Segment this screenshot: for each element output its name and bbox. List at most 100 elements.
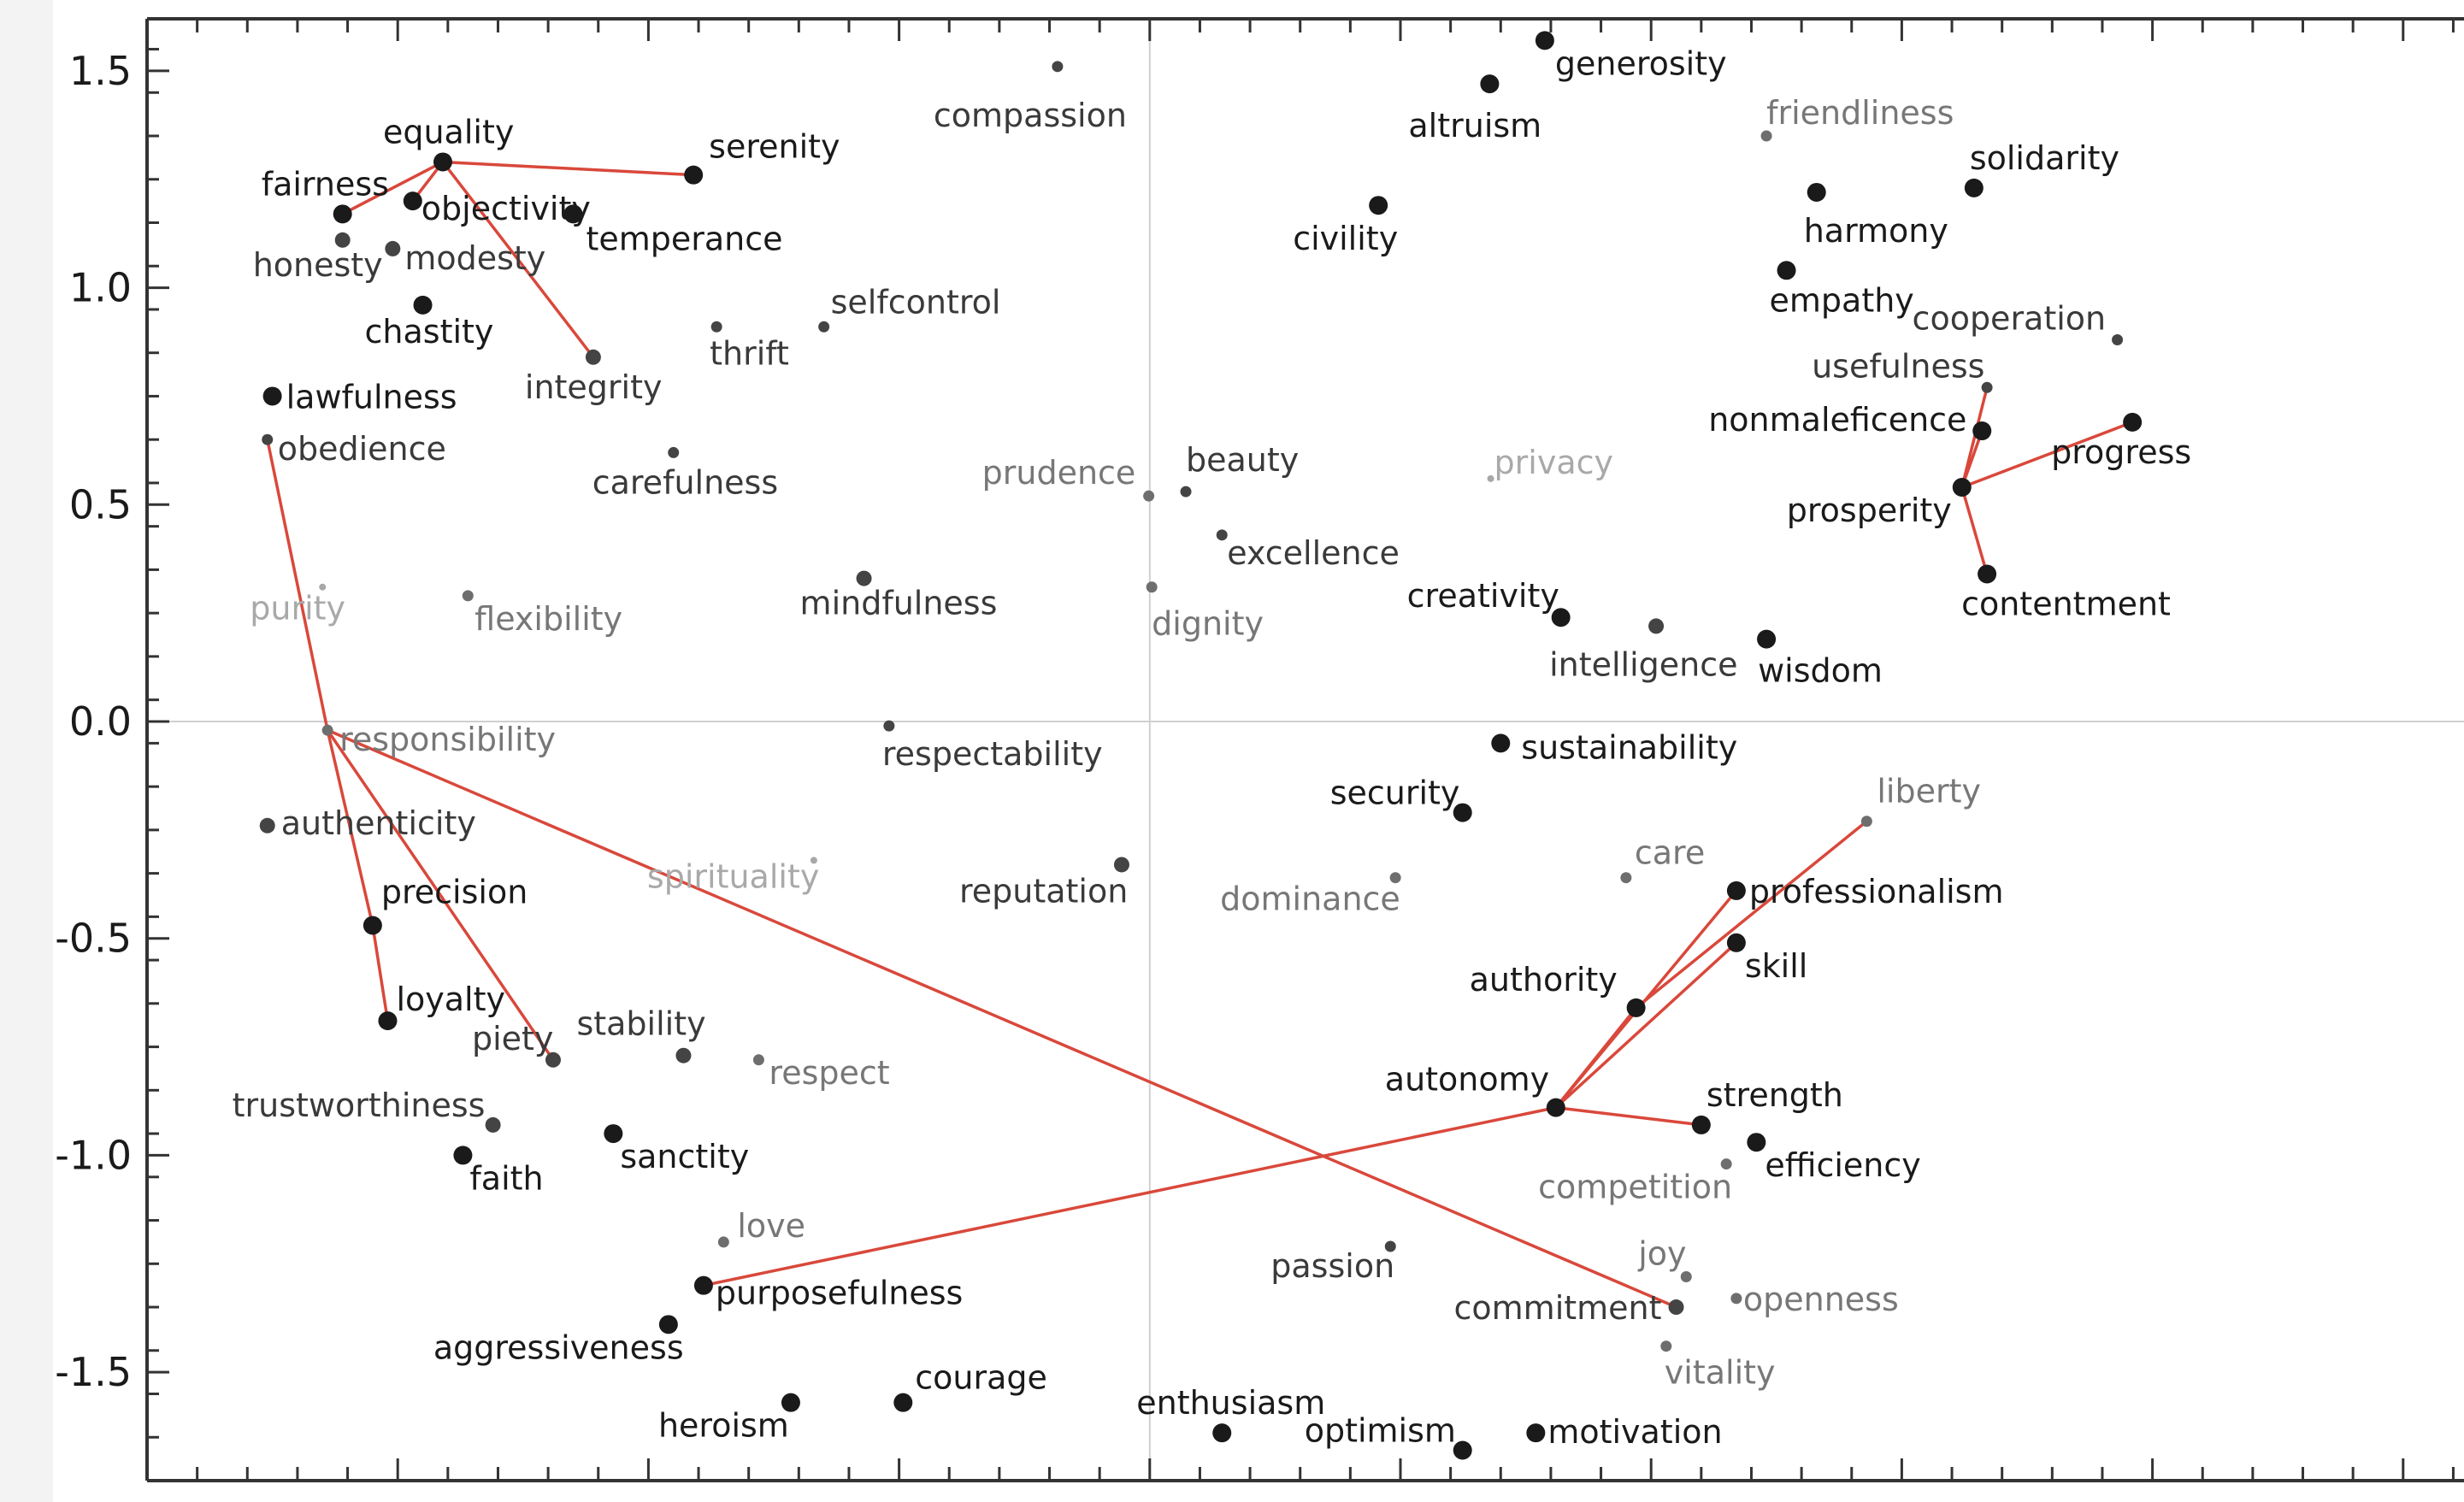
point-label-spirituality: spirituality <box>647 857 819 895</box>
data-point-stability <box>675 1047 692 1063</box>
data-point-temperance <box>563 204 583 224</box>
data-point-heroism <box>781 1393 800 1412</box>
data-point-loyalty <box>378 1011 398 1031</box>
connector-line <box>1960 430 1984 488</box>
point-label-sanctity: sanctity <box>620 1138 749 1175</box>
point-label-precision: precision <box>381 874 528 911</box>
point-label-piety: piety <box>472 1020 553 1057</box>
data-point-cooperation <box>2112 333 2124 345</box>
data-point-prosperity <box>1952 478 1972 498</box>
point-label-autonomy: autonomy <box>1385 1061 1549 1099</box>
point-label-flexibility: flexibility <box>475 600 622 638</box>
point-label-chastity: chastity <box>365 313 494 350</box>
data-point-objectivity <box>403 191 422 211</box>
connector-lines <box>266 160 2133 1309</box>
point-label-skill: skill <box>1745 947 1807 985</box>
point-label-openness: openness <box>1743 1281 1899 1318</box>
data-point-serenity <box>684 165 704 185</box>
data-point-joy <box>1680 1271 1692 1283</box>
point-label-prudence: prudence <box>982 454 1136 492</box>
data-point-obedience <box>262 433 274 445</box>
point-label-authority: authority <box>1470 961 1618 998</box>
point-label-privacy: privacy <box>1494 444 1613 481</box>
data-point-solidarity <box>1964 178 1984 197</box>
point-label-modesty: modesty <box>404 239 545 277</box>
data-point-modesty <box>385 240 401 256</box>
point-label-commitment: commitment <box>1454 1289 1662 1327</box>
data-point-efficiency <box>1747 1133 1766 1152</box>
point-label-vitality: vitality <box>1665 1354 1776 1392</box>
point-label-stability: stability <box>576 1005 705 1043</box>
point-label-compassion: compassion <box>934 97 1127 134</box>
data-point-compassion <box>1052 61 1064 73</box>
data-point-friendliness <box>1760 130 1772 142</box>
data-point-skill <box>1726 933 1746 952</box>
point-label-integrity: integrity <box>525 368 663 406</box>
data-point-dignity <box>1146 581 1158 593</box>
point-label-strength: strength <box>1707 1076 1843 1114</box>
point-label-respect: respect <box>769 1054 889 1092</box>
data-point-empathy <box>1777 261 1796 280</box>
data-point-wisdom <box>1757 629 1777 649</box>
data-point-intelligence <box>1648 618 1665 634</box>
point-label-excellence: excellence <box>1227 534 1400 572</box>
point-label-creativity: creativity <box>1407 577 1559 615</box>
point-label-friendliness: friendliness <box>1766 94 1954 132</box>
point-label-sustainability: sustainability <box>1521 728 1737 766</box>
point-label-altruism: altruism <box>1408 107 1541 144</box>
data-point-responsibility <box>321 724 333 736</box>
point-label-optimism: optimism <box>1305 1411 1456 1449</box>
data-point-respectability <box>883 720 895 732</box>
point-label-wisdom: wisdom <box>1758 652 1883 690</box>
chart-panel: 1.5 1.0 0.5 0.0 -0.5 -1.0 -1.5 compassion genero… <box>53 0 2464 1502</box>
data-point-autonomy <box>1546 1098 1565 1117</box>
data-point-enthusiasm <box>1212 1423 1232 1443</box>
data-point-generosity <box>1535 31 1554 50</box>
data-point-piety <box>545 1051 561 1068</box>
point-label-reputation: reputation <box>959 872 1128 910</box>
data-point-creativity <box>1551 608 1571 627</box>
point-label-liberty: liberty <box>1877 773 1981 810</box>
data-point-liberty <box>1860 816 1872 828</box>
points-layer: compassion generosity altruism friendliness… <box>233 31 2191 1460</box>
data-point-honesty <box>334 232 351 248</box>
point-label-authenticity: authenticity <box>281 804 476 842</box>
data-point-strength <box>1691 1115 1711 1134</box>
data-point-equality <box>433 152 452 172</box>
data-point-lawfulness <box>262 386 282 406</box>
connector-line <box>1635 820 1868 1010</box>
point-label-cooperation: cooperation <box>1913 299 2107 337</box>
data-point-contentment <box>1978 564 1997 584</box>
point-label-enthusiasm: enthusiasm <box>1136 1384 1325 1422</box>
data-point-optimism <box>1453 1440 1472 1460</box>
data-point-openness <box>1730 1293 1742 1305</box>
point-label-serenity: serenity <box>709 128 840 166</box>
point-label-carefulness: carefulness <box>592 463 778 501</box>
point-label-dominance: dominance <box>1220 881 1400 918</box>
point-label-objectivity: objectivity <box>421 190 591 227</box>
data-point-dominance <box>1389 872 1401 884</box>
data-point-spirituality <box>810 857 817 864</box>
data-point-nonmaleficence <box>1972 421 1992 441</box>
connector-line <box>371 925 390 1022</box>
point-label-joy: joy <box>1637 1235 1686 1273</box>
point-label-usefulness: usefulness <box>1812 347 1984 385</box>
point-label-security: security <box>1330 775 1460 812</box>
data-point-sustainability <box>1491 733 1511 753</box>
data-point-selfcontrol <box>818 321 830 333</box>
point-label-trustworthiness: trustworthiness <box>233 1087 486 1124</box>
point-label-prosperity: prosperity <box>1787 492 1952 529</box>
connector-line <box>1554 941 1738 1109</box>
data-point-prudence <box>1143 490 1155 502</box>
y-tick-label: 1.5 <box>69 48 132 94</box>
point-label-motivation: motivation <box>1547 1413 1722 1451</box>
data-point-authenticity <box>259 817 275 833</box>
connector-line <box>326 729 555 1061</box>
point-label-equality: equality <box>383 113 514 150</box>
scatter-chart: 1.5 1.0 0.5 0.0 -0.5 -1.0 -1.5 compassion genero… <box>55 17 2464 1482</box>
point-label-love: love <box>737 1207 805 1245</box>
point-label-purposefulness: purposefulness <box>716 1275 963 1312</box>
connector-line <box>1960 386 1989 488</box>
data-point-precision <box>363 916 382 935</box>
data-point-civility <box>1369 196 1388 215</box>
